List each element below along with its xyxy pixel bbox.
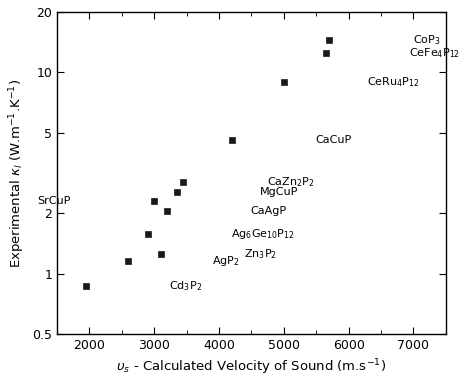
Text: CaZn$_2$P$_2$: CaZn$_2$P$_2$ bbox=[267, 175, 314, 189]
Text: SrCuP: SrCuP bbox=[37, 196, 71, 206]
Text: Cd$_3$P$_2$: Cd$_3$P$_2$ bbox=[170, 279, 202, 293]
Text: CeFe$_4$P$_{12}$: CeFe$_4$P$_{12}$ bbox=[409, 46, 460, 60]
Text: CeRu$_4$P$_{12}$: CeRu$_4$P$_{12}$ bbox=[367, 75, 420, 89]
Text: CaAgP: CaAgP bbox=[250, 206, 287, 216]
Y-axis label: Experimental $\kappa_l$ (W.m$^{-1}$.K$^{-1}$): Experimental $\kappa_l$ (W.m$^{-1}$.K$^{… bbox=[7, 78, 27, 268]
X-axis label: $\upsilon_s$ - Calculated Velocity of Sound (m.s$^{-1}$): $\upsilon_s$ - Calculated Velocity of So… bbox=[117, 358, 386, 377]
Text: AgP$_2$: AgP$_2$ bbox=[211, 254, 239, 268]
Text: MgCuP: MgCuP bbox=[260, 187, 299, 197]
Text: CaCuP: CaCuP bbox=[315, 135, 352, 145]
Text: Ag$_6$Ge$_{10}$P$_{12}$: Ag$_6$Ge$_{10}$P$_{12}$ bbox=[231, 227, 295, 241]
Text: Zn$_3$P$_2$: Zn$_3$P$_2$ bbox=[244, 247, 277, 261]
Text: CoP$_3$: CoP$_3$ bbox=[412, 33, 440, 47]
